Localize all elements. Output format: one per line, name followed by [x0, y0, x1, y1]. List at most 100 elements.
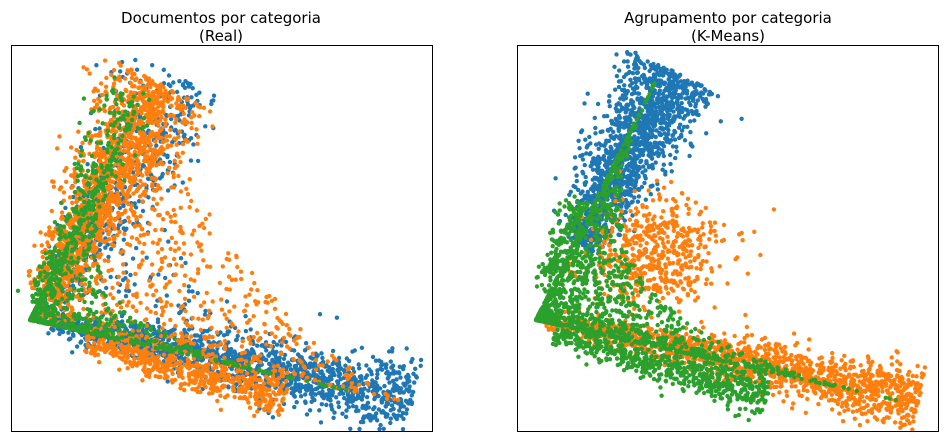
- point-real-c1: [168, 302, 174, 308]
- point-real-c0: [401, 366, 406, 372]
- point-real-c0: [288, 381, 293, 386]
- point-real-c1: [136, 356, 141, 361]
- point-real-c1: [207, 109, 213, 114]
- point-real-c1: [106, 218, 111, 224]
- point-real-c0: [188, 158, 194, 163]
- point-real-c0: [164, 293, 169, 298]
- point-real-c1: [195, 240, 200, 245]
- point-real-c0: [404, 411, 409, 416]
- point-real-c1: [172, 377, 178, 383]
- point-real-c0: [292, 404, 297, 410]
- point-real-c1: [90, 263, 96, 268]
- point-real-c1: [174, 163, 180, 168]
- point-real-c0: [387, 380, 392, 385]
- point-real-c0: [194, 333, 200, 338]
- point-real-c1: [313, 357, 319, 363]
- point-real-c0: [292, 394, 297, 399]
- point-real-c1: [263, 299, 268, 305]
- point-real-c2: [82, 257, 87, 263]
- point-real-c1: [126, 299, 131, 305]
- point-real-c1: [149, 106, 154, 111]
- point-real-c1: [67, 195, 73, 200]
- point-real-c1: [134, 76, 139, 81]
- point-real-c0: [373, 358, 379, 363]
- point-real-c0: [330, 361, 335, 367]
- point-real-c1: [197, 363, 202, 368]
- point-real-c1: [130, 364, 135, 369]
- point-real-c1: [198, 389, 203, 395]
- point-real-c0: [374, 375, 380, 381]
- point-real-c1: [274, 397, 279, 402]
- point-real-c1: [139, 226, 144, 232]
- point-real-c1: [156, 109, 161, 115]
- point-real-c0: [345, 400, 350, 405]
- point-real-c1: [116, 166, 122, 171]
- point-real-c2: [336, 386, 341, 391]
- point-real-c1: [169, 219, 174, 224]
- point-real-c0: [166, 73, 172, 78]
- point-real-c0: [382, 362, 387, 367]
- point-real-c1: [172, 158, 177, 163]
- point-real-c2: [72, 286, 77, 291]
- point-real-c1: [171, 207, 176, 213]
- point-real-c1: [262, 397, 268, 402]
- point-real-c1: [117, 367, 122, 372]
- point-real-c1: [81, 306, 86, 312]
- point-real-c0: [144, 255, 149, 260]
- point-real-c1: [218, 407, 224, 412]
- point-real-c1: [93, 133, 98, 138]
- point-real-c1: [215, 377, 220, 382]
- point-real-c1: [79, 281, 84, 287]
- point-real-c1: [59, 214, 65, 220]
- point-real-c1: [142, 182, 148, 187]
- point-real-c0: [364, 373, 370, 378]
- point-real-c1: [272, 368, 278, 374]
- point-real-c1: [43, 232, 49, 237]
- point-real-c1: [233, 277, 238, 282]
- point-real-c0: [397, 364, 402, 369]
- point-real-c1: [63, 179, 69, 184]
- point-real-c1: [127, 185, 133, 190]
- point-real-c1: [196, 267, 201, 272]
- point-real-c0: [375, 371, 380, 377]
- point-real-c1: [188, 341, 194, 346]
- point-real-c1: [255, 409, 260, 414]
- point-real-c1: [148, 142, 153, 148]
- point-real-c0: [303, 399, 308, 404]
- point-real-c0: [324, 402, 329, 408]
- point-real-c0: [352, 348, 357, 353]
- point-real-c1: [340, 384, 346, 389]
- point-real-c1: [122, 231, 127, 237]
- point-real-c1: [158, 374, 163, 380]
- point-real-c1: [123, 192, 128, 198]
- point-real-c1: [38, 230, 43, 235]
- point-real-c1: [149, 262, 155, 267]
- point-real-c1: [187, 177, 192, 182]
- point-real-c0: [331, 415, 336, 420]
- point-real-c1: [269, 331, 275, 336]
- point-real-c1: [50, 230, 55, 236]
- point-real-c0: [180, 83, 186, 88]
- point-real-c1: [396, 397, 401, 403]
- point-real-c0: [359, 396, 364, 401]
- point-real-c1: [244, 386, 249, 392]
- point-real-c1: [108, 205, 113, 210]
- point-real-c0: [167, 159, 173, 165]
- point-real-c1: [169, 235, 174, 241]
- point-real-c0: [195, 158, 201, 164]
- point-real-c0: [224, 299, 230, 304]
- point-real-c1: [28, 281, 33, 286]
- point-real-c1: [255, 288, 260, 293]
- point-real-c1: [149, 130, 155, 135]
- point-real-c1: [177, 288, 182, 294]
- point-real-c0: [377, 426, 382, 432]
- point-real-c0: [366, 388, 371, 393]
- point-real-c0: [141, 329, 146, 334]
- point-real-c1: [157, 267, 163, 273]
- point-real-c1: [187, 359, 192, 364]
- point-real-c1: [168, 363, 173, 368]
- point-real-c0: [307, 408, 313, 413]
- point-real-c1: [238, 269, 244, 274]
- point-real-c0: [368, 418, 373, 423]
- point-real-c1: [242, 309, 247, 314]
